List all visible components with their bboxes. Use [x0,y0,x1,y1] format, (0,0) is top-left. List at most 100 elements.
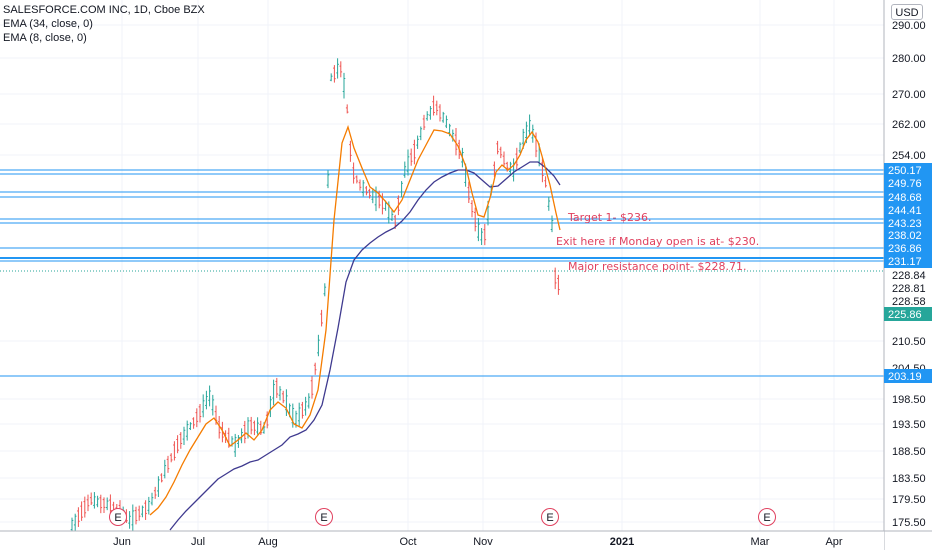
candle [547,196,551,211]
candle [256,417,259,435]
candle [358,179,362,191]
candle [419,126,423,141]
y-tick-label: 188.50 [892,446,926,458]
candle [515,147,519,170]
ema8-line [149,124,561,516]
candle [329,73,333,82]
earnings-marker[interactable]: E [109,508,127,526]
y-tick-label: 193.50 [892,419,926,431]
candle [163,459,167,479]
candle [128,511,131,529]
candle [342,72,346,99]
candle [470,200,474,218]
candle [205,390,208,410]
candle [243,420,247,444]
svg-text:248.68: 248.68 [888,192,922,204]
candle [141,505,144,518]
candle [429,106,432,120]
candle [323,283,327,297]
candle [422,114,426,130]
ema34-line [169,161,561,531]
candle [166,455,170,473]
annotation-target: Target 1- $236. [567,211,651,224]
candle [173,441,176,461]
currency-button[interactable]: USD [891,4,923,20]
candle [73,513,77,531]
candle [278,386,282,401]
candle [467,181,471,204]
earnings-marker[interactable]: E [541,508,559,526]
candle [361,180,365,197]
earnings-markers[interactable]: E E E E [109,508,776,526]
candle [195,408,199,428]
candle [307,393,311,409]
candle [281,390,285,404]
candle [301,401,304,419]
earnings-label: E [546,512,553,524]
y-tick-label: 179.50 [892,494,926,506]
candle [233,433,237,457]
candle [320,309,323,327]
candle [541,157,544,183]
candle [93,492,96,509]
y-tick-label: 175.50 [892,517,926,529]
y-tick-label: 254.00 [892,150,926,162]
candle [349,140,352,162]
svg-text:238.02: 238.02 [888,230,922,242]
price-badge: 238.02 [884,228,932,242]
candle [150,492,154,506]
candle [409,148,413,166]
candle [182,426,186,445]
y-tick-labels: 290.00280.00270.00262.00254.00246.00238.… [892,20,926,529]
price-badge: 248.68 [884,190,932,204]
candle [403,161,407,178]
candle [483,223,487,246]
svg-text:236.86: 236.86 [888,243,922,255]
candle [80,501,83,521]
candle [201,394,205,418]
candle [499,146,503,159]
time-axis[interactable]: Jun Jul Aug Oct Nov 2021 Mar Apr [0,530,932,550]
x-tick-label: Oct [399,536,416,548]
candle [368,188,371,199]
candle [83,496,87,518]
earnings-marker[interactable]: E [315,508,333,526]
y-tick-label: 198.50 [892,394,926,406]
svg-text:243.23: 243.23 [888,218,922,230]
y-tick-label: 228.81 [892,283,926,295]
x-tick-label: Jun [113,536,131,548]
candle [153,486,157,499]
candle [198,403,202,423]
candle [477,217,480,242]
y-tick-label: 183.50 [892,473,926,485]
earnings-marker[interactable]: E [758,508,776,526]
price-badge: 243.23 [884,216,932,230]
candle [390,210,394,221]
price-badge: 244.41 [884,203,932,217]
x-tick-labels: Jun Jul Aug Oct Nov 2021 Mar Apr [113,536,843,548]
svg-text:244.41: 244.41 [888,205,922,217]
annotation-exit: Exit here if Monday open is at- $230. [556,235,759,248]
price-badge: 250.17 [884,163,932,177]
price-badge: 236.86 [884,241,932,255]
candle [96,495,99,508]
annotation-resistance: Major resistance point- $228.71. [568,260,746,273]
candle [147,496,151,515]
candle [217,415,221,439]
y-tick-label: 210.50 [892,336,926,348]
candle [313,362,317,375]
candle [365,186,368,196]
candle [144,500,147,520]
candle [208,385,211,407]
candle [336,58,339,79]
candle [345,104,349,114]
earnings-label: E [114,512,121,524]
svg-text:250.17: 250.17 [888,165,922,177]
candle [441,111,445,123]
price-axis[interactable]: 290.00280.00270.00262.00254.00246.00238.… [883,0,932,550]
candle [317,334,320,357]
x-tick-label: Nov [473,536,493,548]
candle [176,435,179,454]
candle [169,453,173,463]
